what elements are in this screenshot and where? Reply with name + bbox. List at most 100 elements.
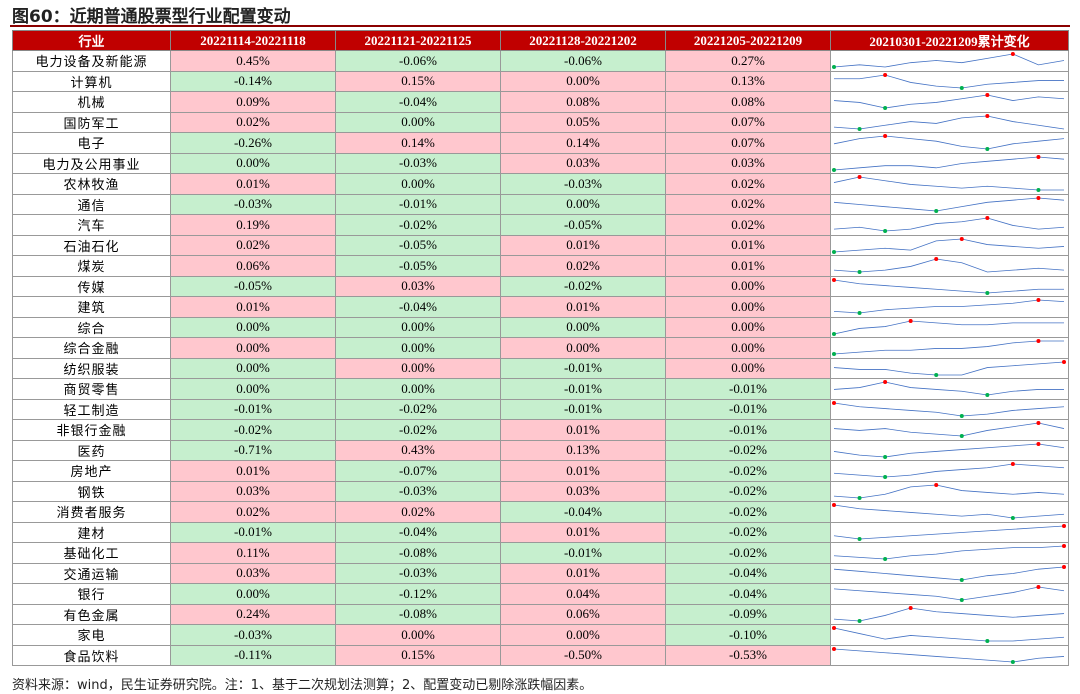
sparkline xyxy=(833,380,1064,398)
sparkline-line xyxy=(833,504,1065,519)
value-cell: 0.02% xyxy=(500,255,666,277)
sparkline xyxy=(832,277,1064,295)
max-dot xyxy=(908,318,913,323)
value-cell: 0.01% xyxy=(500,296,666,318)
industry-cell: 电力及公用事业 xyxy=(12,152,171,174)
value-cell: -0.53% xyxy=(665,644,831,666)
value-cell: 0.00% xyxy=(665,316,831,338)
sparkline-cell xyxy=(830,316,1069,338)
sparkline xyxy=(833,257,1065,275)
value-cell: 0.00% xyxy=(665,296,831,318)
value-cell: -0.02% xyxy=(335,419,501,441)
row: 建材 -0.01% -0.04% 0.01% -0.02% xyxy=(12,521,1069,543)
sparkline-cell xyxy=(830,357,1069,379)
industry-cell: 房地产 xyxy=(12,460,171,482)
min-dot xyxy=(1010,516,1015,521)
sparkline xyxy=(833,421,1065,439)
row: 消费者服务 0.02% 0.02% -0.04% -0.02% xyxy=(12,501,1069,523)
sparkline xyxy=(833,216,1065,234)
sparkline-line xyxy=(833,463,1065,478)
value-cell: 0.00% xyxy=(170,152,336,174)
value-cell: -0.14% xyxy=(170,70,336,92)
value-cell: 0.00% xyxy=(665,357,831,379)
min-dot xyxy=(959,598,964,603)
sparkline-cell xyxy=(830,480,1069,502)
max-dot xyxy=(1062,564,1066,569)
max-dot xyxy=(883,134,888,139)
value-cell: 0.00% xyxy=(500,337,666,359)
value-cell: 0.02% xyxy=(665,214,831,236)
sparkline-line xyxy=(833,566,1065,581)
max-dot xyxy=(1036,195,1041,200)
min-dot xyxy=(985,290,990,295)
row: 房地产 0.01% -0.07% 0.01% -0.02% xyxy=(12,460,1069,482)
row: 国防军工 0.02% 0.00% 0.05% 0.07% xyxy=(12,111,1069,133)
sparkline xyxy=(832,503,1065,521)
value-cell: 0.43% xyxy=(335,439,501,461)
sparkline-cell xyxy=(830,275,1069,297)
max-dot xyxy=(985,113,990,118)
value-cell: 0.01% xyxy=(500,460,666,482)
max-dot xyxy=(1010,52,1015,57)
sparkline-line xyxy=(833,627,1065,642)
industry-cell: 国防军工 xyxy=(12,111,171,133)
sparkline-cell xyxy=(830,234,1069,256)
value-cell: -0.09% xyxy=(665,603,831,625)
max-dot xyxy=(1036,154,1041,159)
industry-cell: 医药 xyxy=(12,439,171,461)
sparkline-line xyxy=(833,607,1065,622)
sparkline xyxy=(832,154,1065,172)
value-cell: -0.02% xyxy=(665,501,831,523)
sparkline-cell xyxy=(830,419,1069,441)
value-cell: -0.02% xyxy=(500,275,666,297)
value-cell: 0.14% xyxy=(335,132,501,154)
row: 基础化工 0.11% -0.08% -0.01% -0.02% xyxy=(12,542,1069,564)
value-cell: 0.15% xyxy=(335,70,501,92)
sparkline-cell xyxy=(830,603,1069,625)
row: 医药 -0.71% 0.43% 0.13% -0.02% xyxy=(12,439,1069,461)
value-cell: 0.15% xyxy=(335,644,501,666)
min-dot xyxy=(1010,659,1015,664)
value-cell: 0.01% xyxy=(170,296,336,318)
value-cell: 0.00% xyxy=(665,275,831,297)
row: 商贸零售 0.00% 0.00% -0.01% -0.01% xyxy=(12,378,1069,400)
sparkline-line xyxy=(833,258,1065,273)
value-cell: -0.02% xyxy=(335,398,501,420)
value-cell: -0.03% xyxy=(170,624,336,646)
row: 传媒 -0.05% 0.03% -0.02% 0.00% xyxy=(12,275,1069,297)
sparkline-cell xyxy=(830,152,1069,174)
min-dot xyxy=(883,475,888,480)
max-dot xyxy=(857,175,862,180)
max-dot xyxy=(832,503,836,508)
industry-cell: 传媒 xyxy=(12,275,171,297)
sparkline-line xyxy=(833,340,1064,355)
sparkline-cell xyxy=(830,173,1069,195)
row: 轻工制造 -0.01% -0.02% -0.01% -0.01% xyxy=(12,398,1069,420)
sparkline-cell xyxy=(830,542,1069,564)
sparkline xyxy=(833,585,1065,603)
value-cell: 0.07% xyxy=(665,111,831,133)
max-dot xyxy=(1062,359,1066,364)
value-cell: 0.06% xyxy=(500,603,666,625)
max-dot xyxy=(883,72,888,77)
value-cell: -0.01% xyxy=(500,398,666,420)
row: 电力设备及新能源 0.45% -0.06% -0.06% 0.27% xyxy=(12,50,1069,72)
max-dot xyxy=(832,277,836,282)
value-cell: -0.03% xyxy=(335,562,501,584)
row: 综合金融 0.00% 0.00% 0.00% 0.00% xyxy=(12,337,1069,359)
value-cell: -0.26% xyxy=(170,132,336,154)
row: 食品饮料 -0.11% 0.15% -0.50% -0.53% xyxy=(12,644,1069,666)
sparkline-cell xyxy=(830,501,1069,523)
value-cell: -0.04% xyxy=(335,296,501,318)
value-cell: -0.08% xyxy=(335,542,501,564)
value-cell: -0.04% xyxy=(665,583,831,605)
value-cell: -0.04% xyxy=(335,521,501,543)
value-cell: -0.02% xyxy=(665,542,831,564)
row: 汽车 0.19% -0.02% -0.05% 0.02% xyxy=(12,214,1069,236)
value-cell: -0.12% xyxy=(335,583,501,605)
industry-cell: 食品饮料 xyxy=(12,644,171,666)
sparkline xyxy=(833,523,1066,541)
industry-cell: 纺织服装 xyxy=(12,357,171,379)
row: 非银行金融 -0.02% -0.02% 0.01% -0.01% xyxy=(12,419,1069,441)
value-cell: 0.00% xyxy=(500,624,666,646)
